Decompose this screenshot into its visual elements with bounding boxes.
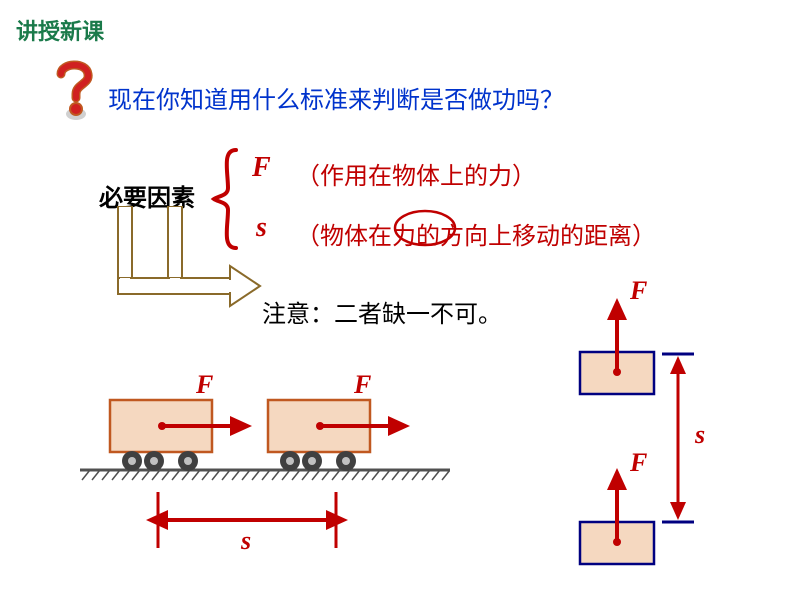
paren-open: （ <box>296 224 320 250</box>
note-label: 注意： <box>262 302 334 328</box>
cart-diagram <box>80 388 450 573</box>
section-title: 讲授新课 <box>16 14 104 46</box>
factor-s-desc: （物体在力的方向上移动的距离） <box>296 216 656 251</box>
slide: 讲授新课 现在你知道用什么标准来判断是否做功吗？ 必要因素 F （作用在物体上的… <box>0 0 794 596</box>
question-mark-icon <box>46 56 106 126</box>
emphasis-ellipse <box>392 208 458 253</box>
factor-f-desc-text: 作用在物体上的力 <box>320 164 512 190</box>
cart-f-label-1: F <box>196 370 213 400</box>
paren-open: （ <box>296 164 320 190</box>
paren-close: ） <box>512 164 536 190</box>
factor-f-desc: （作用在物体上的力） <box>296 156 536 191</box>
question-text: 现在你知道用什么标准来判断是否做功吗？ <box>108 80 564 115</box>
pipe-arrow-icon <box>112 206 262 321</box>
note-body: 二者缺一不可。 <box>334 302 502 328</box>
note-text: 注意：二者缺一不可。 <box>262 294 502 329</box>
factor-s-desc-text: 物体在力的方向上移动的距离 <box>320 224 632 250</box>
block-f-label-top: F <box>630 276 647 306</box>
block-f-label-bottom: F <box>630 448 647 478</box>
cart-f-label-2: F <box>354 370 371 400</box>
block-diagram <box>562 290 762 585</box>
cart-s-label: s <box>241 526 251 556</box>
block-s-label: s <box>695 420 705 450</box>
factor-f-symbol: F <box>252 152 271 184</box>
paren-close: ） <box>632 224 656 250</box>
